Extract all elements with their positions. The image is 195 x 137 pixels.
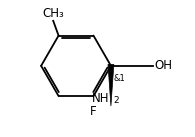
Text: OH: OH (155, 59, 173, 72)
Text: F: F (90, 105, 96, 118)
Text: &1: &1 (114, 74, 125, 83)
Text: CH₃: CH₃ (42, 7, 64, 20)
Polygon shape (108, 65, 114, 106)
Text: NH: NH (92, 92, 110, 105)
Text: 2: 2 (113, 96, 119, 105)
